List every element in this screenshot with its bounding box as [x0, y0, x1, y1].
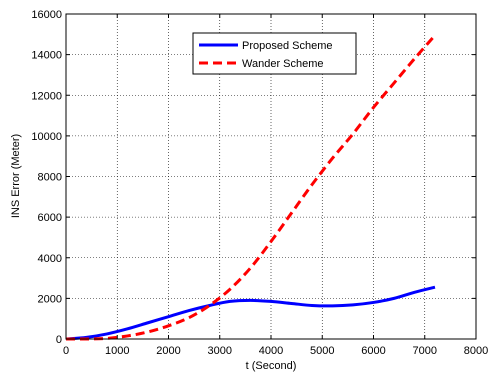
series-line-wander-scheme	[65, 34, 437, 341]
y-tick-label: 14000	[31, 50, 62, 62]
x-tick-label: 7000	[413, 345, 437, 357]
x-axis-label: t (Second)	[246, 360, 297, 372]
x-tick-label: 2000	[156, 345, 180, 357]
y-tick-label: 16000	[31, 9, 62, 21]
y-tick-label: 2000	[38, 293, 62, 305]
series-line-proposed-scheme	[65, 285, 436, 341]
y-tick-label: 4000	[38, 253, 62, 265]
y-tick-label: 12000	[31, 90, 62, 102]
legend-box	[192, 32, 357, 75]
x-tick-label: 0	[63, 345, 69, 357]
x-tick-label: 4000	[259, 345, 283, 357]
x-tick-label: 8000	[464, 345, 488, 357]
y-tick-label: 8000	[38, 172, 62, 184]
series-layer	[65, 34, 437, 341]
tick-layer: 0 1000 2000 3000 4000 5000 6000 7000 8000 0 2000 40…	[31, 9, 488, 357]
y-tick-label: 0	[56, 334, 62, 346]
x-tick-label: 6000	[361, 345, 385, 357]
x-tick-label: 5000	[310, 345, 334, 357]
legend: Proposed Scheme Wander Scheme	[192, 32, 357, 75]
y-axis-label: INS Error (Meter)	[10, 134, 22, 218]
x-tick-label: 3000	[208, 345, 232, 357]
y-tick-label: 6000	[38, 212, 62, 224]
legend-label-proposed-scheme: Proposed Scheme	[242, 40, 333, 52]
y-tick-label: 10000	[31, 131, 62, 143]
legend-label-wander-scheme: Wander Scheme	[242, 58, 324, 70]
x-tick-label: 1000	[105, 345, 129, 357]
